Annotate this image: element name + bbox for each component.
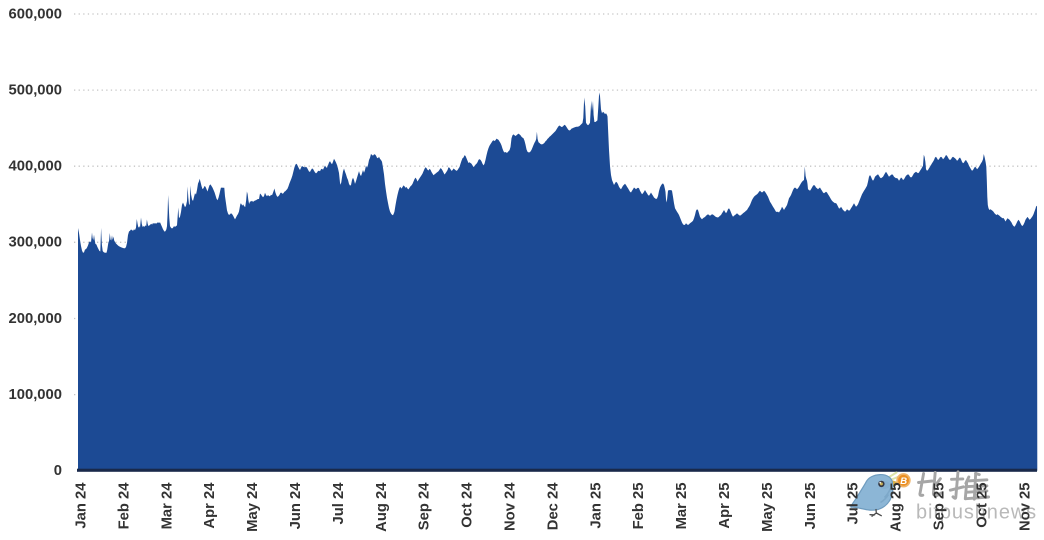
- svg-text:0: 0: [54, 463, 62, 479]
- svg-text:Jan 25: Jan 25: [588, 483, 604, 529]
- svg-text:Feb 24: Feb 24: [116, 482, 132, 530]
- svg-text:Sep 25: Sep 25: [932, 483, 948, 531]
- svg-text:May 24: May 24: [245, 482, 261, 532]
- svg-text:Mar 24: Mar 24: [159, 482, 175, 530]
- svg-text:100,000: 100,000: [9, 387, 63, 403]
- svg-text:Jul 25: Jul 25: [846, 483, 862, 525]
- svg-text:Apr 25: Apr 25: [717, 483, 733, 529]
- svg-text:500,000: 500,000: [9, 83, 63, 99]
- svg-text:Nov 25: Nov 25: [1017, 483, 1033, 532]
- svg-text:Jun 24: Jun 24: [288, 482, 304, 530]
- svg-text:300,000: 300,000: [9, 235, 63, 251]
- svg-text:Nov 24: Nov 24: [503, 482, 519, 531]
- svg-text:bitpushnews: bitpushnews: [916, 502, 1037, 524]
- svg-text:Jul 24: Jul 24: [331, 482, 347, 525]
- svg-text:Sep 24: Sep 24: [417, 482, 433, 530]
- svg-text:Oct 24: Oct 24: [460, 482, 476, 528]
- svg-text:Mar 25: Mar 25: [674, 483, 690, 530]
- svg-text:Dec 24: Dec 24: [545, 482, 561, 530]
- svg-text:Apr 24: Apr 24: [202, 482, 218, 529]
- svg-text:200,000: 200,000: [9, 311, 63, 327]
- svg-text:Oct 25: Oct 25: [974, 483, 990, 528]
- svg-text:400,000: 400,000: [9, 159, 63, 175]
- svg-text:May 25: May 25: [760, 483, 776, 532]
- svg-text:Feb 25: Feb 25: [631, 483, 647, 530]
- svg-text:Jun 25: Jun 25: [803, 483, 819, 530]
- svg-text:600,000: 600,000: [9, 6, 63, 22]
- svg-text:Aug 24: Aug 24: [374, 482, 390, 532]
- svg-text:B: B: [900, 476, 907, 487]
- svg-text:Aug 25: Aug 25: [889, 483, 905, 532]
- svg-text:Jan 24: Jan 24: [74, 482, 90, 529]
